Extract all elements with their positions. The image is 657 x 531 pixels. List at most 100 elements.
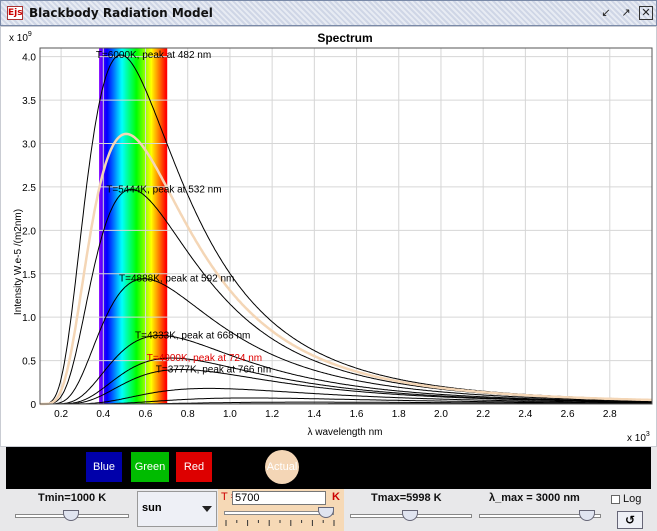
- curve-peak-annotation: T=6000K, peak at 482 nm: [96, 50, 211, 61]
- blackbody-curve: [40, 397, 652, 405]
- spectrum-band-slice: [112, 48, 115, 404]
- spectrum-band-slice: [115, 48, 118, 404]
- x-tick-label: 1.6: [350, 409, 364, 420]
- spectrum-band-slice: [154, 48, 156, 404]
- spectrum-chart: Spectrum x 109 x 103 λ wavelength nm Int…: [9, 31, 653, 444]
- spectrum-band-slice: [163, 48, 165, 404]
- spectrum-band-slice: [150, 48, 153, 404]
- spectrum-band-slice: [142, 48, 145, 404]
- x-tick-label: 0.8: [181, 409, 195, 420]
- y-tick-label: 1.0: [22, 313, 36, 324]
- spectrum-band-slice: [110, 48, 113, 404]
- spectrum-band-slice: [160, 48, 163, 404]
- blackbody-curve: [40, 278, 652, 405]
- curve-peak-annotation: T=5444K, peak at 532 nm: [106, 184, 221, 195]
- lambda-max-slider-thumb[interactable]: [579, 510, 595, 521]
- legend-blue: Blue: [86, 452, 122, 482]
- spectrum-band-slice: [126, 48, 128, 404]
- spectrum-band-slice: [100, 48, 102, 404]
- y-tick-label: 0: [30, 400, 36, 411]
- spectrum-band-slice: [101, 48, 104, 404]
- reset-button[interactable]: ↺: [617, 511, 643, 529]
- y-exponent-power: 9: [28, 31, 32, 38]
- x-tick-label: 0.6: [139, 409, 153, 420]
- x-exponent-label: x 103: [627, 431, 650, 444]
- x-tick-label: 1.8: [392, 409, 406, 420]
- spectrum-band-slice: [136, 48, 138, 404]
- x-tick-label: 2.8: [603, 409, 617, 420]
- minimize-icon[interactable]: ↙: [601, 6, 611, 19]
- y-axis-label: Intensity W.e-5 /(m2nm): [13, 209, 24, 315]
- curve-peak-annotation: T=3777K, peak at 766 nm: [156, 364, 271, 375]
- spectrum-band-slice: [140, 48, 143, 404]
- spectrum-band-slice: [120, 48, 123, 404]
- y-tick-label: 2.5: [22, 183, 36, 194]
- spectrum-band-slice: [109, 48, 111, 404]
- blackbody-curve: [40, 387, 652, 405]
- x-tick-label: 2.0: [434, 409, 448, 420]
- temperature-slider-ticks: [225, 520, 335, 526]
- lambda-max-slider-track[interactable]: [479, 514, 601, 518]
- y-tick-label: 3.5: [22, 96, 36, 107]
- preset-combobox[interactable]: sun: [137, 491, 217, 527]
- y-tick-label: 3.0: [22, 140, 36, 151]
- spectrum-band-slice: [151, 48, 154, 404]
- app-icon: Ejs: [7, 6, 23, 20]
- x-tick-label: 2.2: [476, 409, 490, 420]
- spectrum-band-slice: [117, 48, 119, 404]
- spectrum-band-slice: [123, 48, 126, 404]
- spectrum-band-slice: [155, 48, 158, 404]
- window-title: Blackbody Radiation Model: [29, 6, 213, 20]
- spectrum-band-slice: [147, 48, 150, 404]
- spectrum-band-slice: [158, 48, 161, 404]
- x-tick-label: 2.6: [561, 409, 575, 420]
- maximize-icon[interactable]: ↗: [621, 6, 631, 19]
- spectrum-band-slice: [146, 48, 149, 404]
- spectrum-band-slice: [114, 48, 117, 404]
- x-exponent-base: x 10: [627, 433, 646, 444]
- spectrum-band-slice: [113, 48, 116, 404]
- spectrum-band-slice: [106, 48, 109, 404]
- chart-title: Spectrum: [317, 31, 372, 45]
- spectrum-band-slice: [99, 48, 101, 404]
- spectrum-band-slice: [139, 48, 142, 404]
- blackbody-curve: [40, 334, 652, 405]
- tmax-slider-thumb[interactable]: [402, 510, 418, 521]
- blackbody-curve: [40, 369, 652, 405]
- chevron-down-icon[interactable]: [202, 506, 212, 512]
- x-tick-label: 1.4: [307, 409, 321, 420]
- spectrum-band-slice: [159, 48, 162, 404]
- spectrum-plot-panel[interactable]: Spectrum x 109 x 103 λ wavelength nm Int…: [0, 26, 657, 447]
- tmin-slider-thumb[interactable]: [63, 510, 79, 521]
- spectrum-band-slice: [144, 48, 146, 404]
- curve-layer: [40, 54, 652, 406]
- close-icon[interactable]: ✕: [639, 6, 653, 20]
- x-tick-label: 0.4: [96, 409, 110, 420]
- spectrum-band-slice: [137, 48, 140, 404]
- x-exponent-power: 3: [646, 431, 650, 438]
- temperature-slider-thumb[interactable]: [318, 507, 334, 518]
- y-tick-label: 4.0: [22, 53, 36, 64]
- spectrum-band-slice: [132, 48, 135, 404]
- spectrum-band-slice: [105, 48, 108, 404]
- visible-spectrum-band: [99, 48, 168, 404]
- spectrum-band-slice: [111, 48, 114, 404]
- spectrum-band-slice: [141, 48, 144, 404]
- actual-temperature-curve: [40, 132, 652, 406]
- legend-green: Green: [131, 452, 169, 482]
- temperature-slider-track[interactable]: [224, 511, 334, 515]
- temperature-panel: T = 5700 K: [218, 489, 344, 531]
- spectrum-band-slice: [130, 48, 133, 404]
- spectrum-band-slice: [162, 48, 164, 404]
- temperature-input[interactable]: 5700: [232, 491, 326, 505]
- spectrum-band-slice: [122, 48, 125, 404]
- y-exponent-label: x 109: [9, 31, 32, 44]
- spectrum-band-slice: [156, 48, 159, 404]
- legend-actual: Actual: [265, 450, 299, 484]
- reset-arrow-icon: ↺: [624, 513, 636, 527]
- spectrum-band-slice: [128, 48, 131, 404]
- spectrum-band-slice: [153, 48, 155, 404]
- preset-value: sun: [142, 502, 162, 514]
- spectrum-band-slice: [119, 48, 122, 404]
- log-checkbox[interactable]: [611, 495, 620, 504]
